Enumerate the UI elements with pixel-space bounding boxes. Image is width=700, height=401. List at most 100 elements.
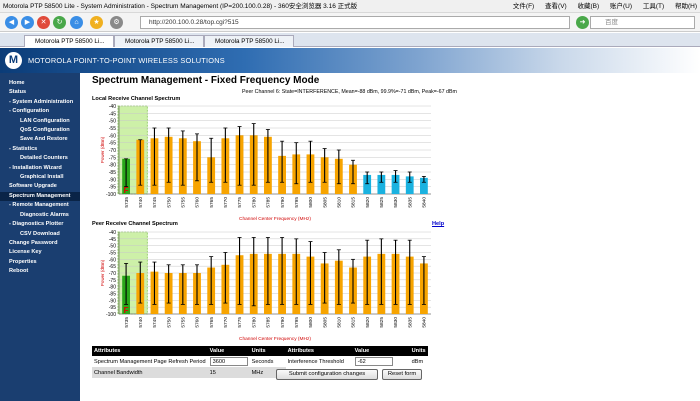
sidebar-item-label: Reboot [9,268,29,275]
channel-bar [405,176,414,194]
x-tick-label: 5840 [422,317,428,328]
browser-tab-3[interactable]: Motorola PTP 58500 Li... [204,35,294,47]
fixed-frequency-marker: F [124,186,129,195]
reset-button[interactable]: Reset form [382,369,422,380]
col-value: Value [352,346,410,356]
channel-bandwidth-units: MHz [249,367,286,378]
collapse-icon[interactable]: - [9,202,13,209]
sidebar-item-qos-configuration[interactable]: QoS Configuration [0,126,80,135]
submit-button[interactable]: Submit configuration changes [276,369,378,380]
sidebar-item-license-key[interactable]: License Key [0,248,80,257]
menu-account[interactable]: 账户(U) [610,3,633,10]
interference-threshold-input[interactable]: -62 [354,357,393,366]
sidebar-item-spectrum-management[interactable]: Spectrum Management [0,191,80,202]
y-tick-label: -75 [109,278,116,284]
sidebar-item-csv-download[interactable]: CSV Download [0,230,80,239]
x-tick-label: 5735 [124,197,130,208]
menu-tools[interactable]: 工具(T) [642,3,665,10]
sidebar-item-software-upgrade[interactable]: Software Upgrade [0,182,80,191]
sidebar-item-reboot[interactable]: Reboot [0,267,80,276]
y-tick-label: -45 [109,237,116,243]
sidebar-item-home[interactable]: Home [0,79,80,88]
forward-icon[interactable]: ▶ [21,16,34,29]
browser-window-title: Motorola PTP 58500 Lite - System Adminis… [3,3,358,10]
collapse-icon[interactable]: - [9,108,13,115]
y-tick-label: -90 [109,177,116,183]
sidebar-item-detailed-counters[interactable]: Detailed Counters [0,154,80,163]
x-tick-label: 5815 [351,317,357,328]
y-tick-label: -85 [109,292,116,298]
y-tick-label: -60 [109,257,116,263]
channel-bar [420,177,428,194]
y-tick-label: -100 [106,192,116,198]
x-tick-label: 5785 [266,197,272,208]
help-link[interactable]: Help [432,221,445,227]
browser-tab-bar: Motorola PTP 58500 Li... Motorola PTP 58… [0,33,700,47]
sidebar-item-system-administration[interactable]: - System Administration [0,98,80,107]
sidebar-item-label: Diagnostic Alarms [20,211,69,218]
favorites-icon[interactable]: ★ [90,16,103,29]
x-tick-label: 5820 [365,317,371,328]
y-tick-label: -50 [109,244,116,250]
back-icon[interactable]: ◀ [5,16,18,29]
refresh-period-input[interactable]: 3600 [209,357,248,366]
sidebar-item-lan-configuration[interactable]: LAN Configuration [0,117,80,126]
menu-view[interactable]: 查看(V) [545,3,567,10]
x-tick-label: 5770 [223,197,229,208]
sidebar-item-label: Remote Management [12,202,69,209]
channel-bar [363,174,372,194]
y-tick-label: -50 [109,119,116,125]
tab-label: Motorola PTP 58500 Li... [35,38,105,45]
sidebar-item-configuration[interactable]: - Configuration [0,107,80,116]
browser-toolbar: ◀ ▶ ✕ ↻ ⌂ ★ ⚙ http://200.100.0.28/top.cg… [0,13,700,32]
x-tick-label: 5810 [337,197,343,208]
sidebar-item-label: Change Password [9,239,58,246]
sidebar-item-change-password[interactable]: Change Password [0,239,80,248]
browser-tab-1[interactable]: Motorola PTP 58500 Li... [24,35,114,47]
x-tick-label: 5840 [422,197,428,208]
go-icon[interactable]: ➜ [576,16,589,29]
sidebar-item-diagnostic-alarms[interactable]: Diagnostic Alarms [0,211,80,220]
sidebar-item-label: Spectrum Management [9,192,71,199]
y-axis-label: Power (dBm) [100,259,105,286]
stop-icon[interactable]: ✕ [37,16,50,29]
x-tick-label: 5825 [379,197,385,208]
address-bar[interactable]: http://200.100.0.28/top.cgi?515 [140,16,570,29]
sidebar-item-save-and-restore[interactable]: Save And Restore [0,135,80,144]
x-tick-label: 5800 [308,317,314,328]
sidebar-item-label: Installation Wizard [12,164,62,171]
channel-bar [391,174,400,194]
sidebar-item-status[interactable]: Status [0,88,80,97]
x-tick-label: 5760 [195,317,201,328]
collapse-icon[interactable]: - [9,221,13,228]
menu-file[interactable]: 文件(F) [512,3,535,10]
brand-text: MOTOROLA POINT-TO-POINT WIRELESS SOLUTIO… [28,56,225,65]
sidebar-item-label: Configuration [12,108,50,115]
sidebar-item-installation-wizard[interactable]: - Installation Wizard [0,164,80,173]
x-tick-label: 5775 [237,197,243,208]
sidebar-item-statistics[interactable]: - Statistics [0,145,80,154]
sidebar-item-graphical-install[interactable]: Graphical Install [0,173,80,182]
home-icon[interactable]: ⌂ [70,16,83,29]
sidebar-item-remote-management[interactable]: - Remote Management [0,201,80,210]
sidebar-item-properties[interactable]: Properties [0,258,80,267]
browser-tab-2[interactable]: Motorola PTP 58500 Li... [114,35,204,47]
menu-favorites[interactable]: 收藏(B) [577,3,600,10]
refresh-icon[interactable]: ↻ [53,16,66,29]
collapse-icon[interactable]: - [9,98,13,105]
sidebar-item-diagnostics-plotter[interactable]: - Diagnostics Plotter [0,220,80,229]
y-tick-label: -65 [109,141,116,147]
search-input[interactable]: 百度 [590,16,695,29]
col-units: Units [249,346,286,356]
collapse-icon[interactable]: - [9,164,13,171]
menu-help[interactable]: 帮助(H) [674,3,697,10]
x-tick-label: 5745 [152,197,158,208]
sidebar-item-label: System Administration [12,98,74,105]
x-tick-label: 5765 [209,197,215,208]
x-tick-label: 5775 [237,317,243,328]
collapse-icon[interactable]: - [9,145,13,152]
sidebar-item-label: Save And Restore [20,136,68,143]
tools-icon[interactable]: ⚙ [110,16,123,29]
col-value: Value [207,346,250,356]
y-tick-label: -100 [106,312,116,318]
